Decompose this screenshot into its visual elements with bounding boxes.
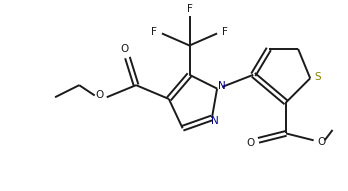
Text: F: F: [187, 4, 192, 14]
Text: O: O: [120, 44, 129, 54]
Text: N: N: [218, 81, 226, 91]
Text: O: O: [247, 138, 255, 148]
Text: F: F: [222, 27, 228, 37]
Text: O: O: [317, 137, 325, 147]
Text: S: S: [315, 72, 321, 82]
Text: O: O: [95, 91, 103, 100]
Text: N: N: [212, 116, 219, 126]
Text: F: F: [151, 27, 157, 37]
